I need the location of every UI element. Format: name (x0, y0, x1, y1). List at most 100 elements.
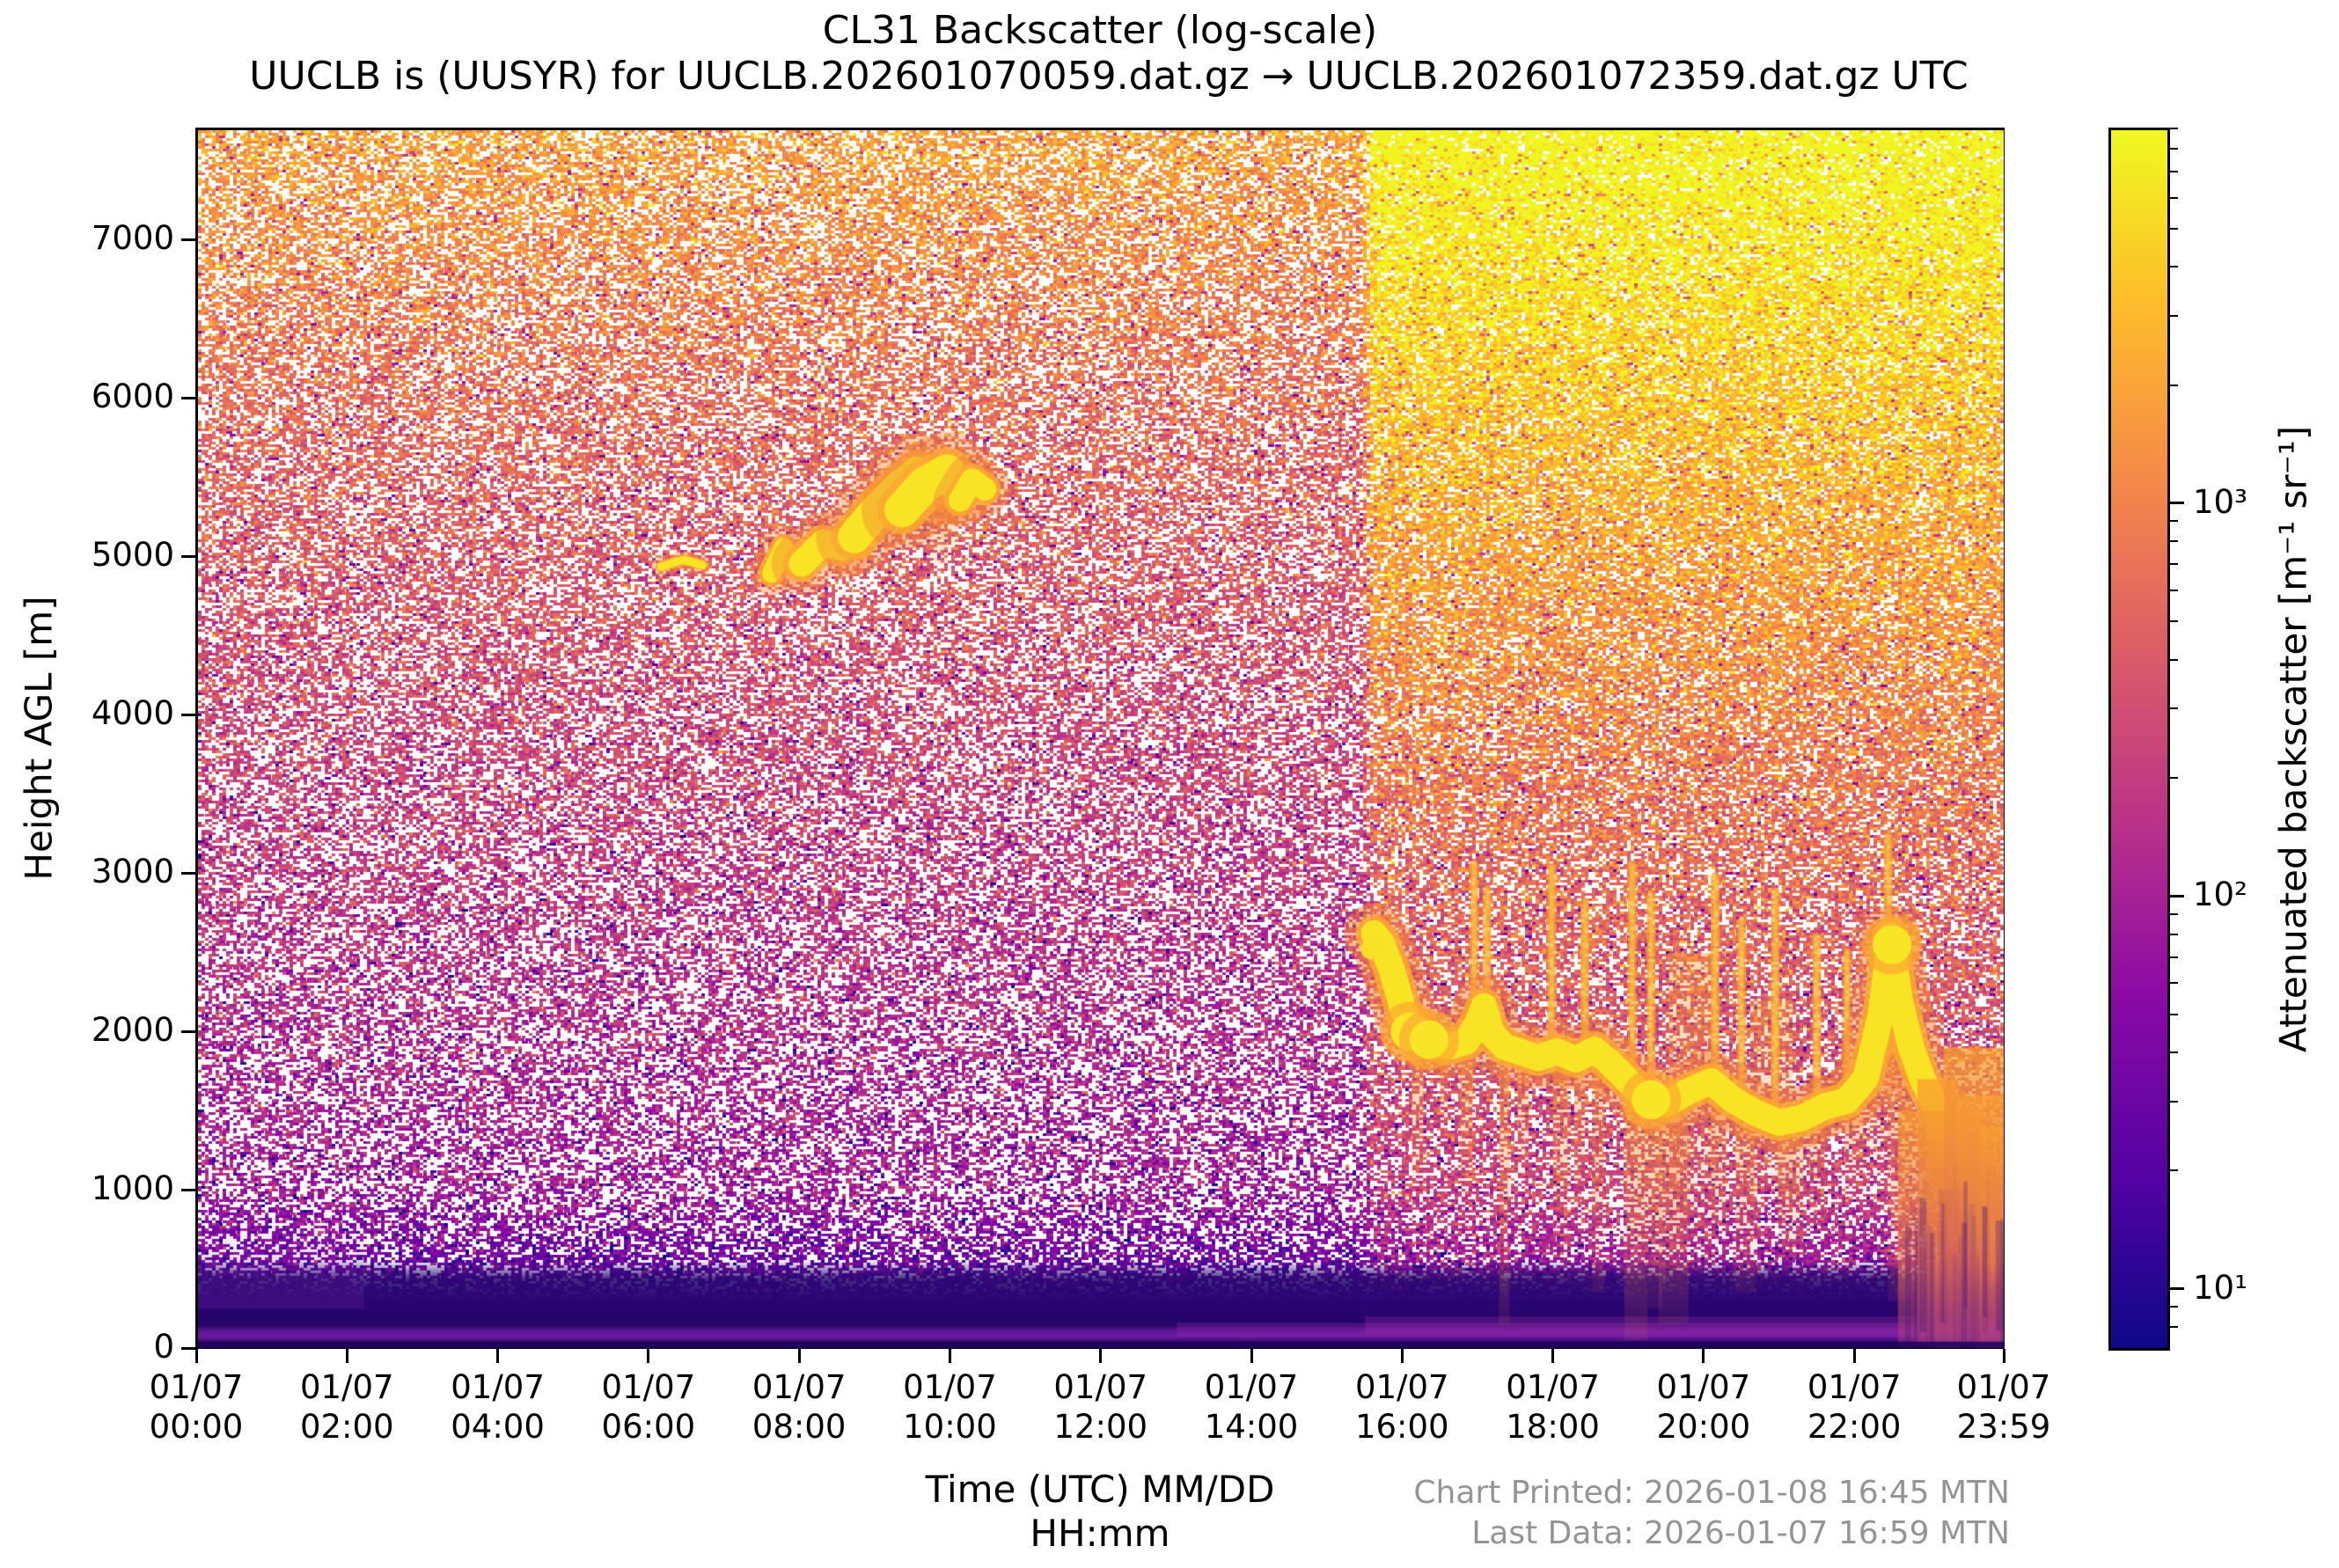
colorbar-minor-tick (2170, 1100, 2178, 1103)
y-tick-label: 7000 (91, 219, 174, 257)
x-tick-mark (1551, 1349, 1555, 1363)
x-tick-mark (1852, 1349, 1856, 1363)
chart-footer: Chart Printed: 2026-01-08 16:45 MTN Last… (1320, 1473, 2010, 1554)
x-tick-label: 01/07 02:00 (269, 1367, 424, 1447)
x-tick-mark (647, 1349, 650, 1363)
colorbar-tick-label: 10² (2193, 876, 2247, 914)
colorbar-minor-tick (2170, 314, 2178, 317)
colorbar-label: Attenuated backscatter [m⁻¹ sr⁻¹] (2271, 425, 2315, 1053)
x-tick-date: 01/07 (149, 1368, 244, 1406)
x-tick-mark (1099, 1349, 1103, 1363)
colorbar-minor-tick (2170, 1326, 2178, 1329)
colorbar-minor-tick (2170, 147, 2178, 150)
colorbar-major-tick (2170, 894, 2184, 898)
x-tick-time: 10:00 (903, 1408, 997, 1446)
y-tick-label: 1000 (91, 1169, 174, 1207)
printed-timestamp: Chart Printed: 2026-01-08 16:45 MTN (1413, 1475, 2010, 1511)
x-tick-label: 01/07 00:00 (119, 1367, 274, 1447)
y-tick-label: 5000 (91, 536, 174, 574)
x-tick-date: 01/07 (903, 1368, 997, 1406)
colorbar-minor-tick (2170, 912, 2178, 915)
colorbar-minor-tick (2170, 982, 2178, 985)
x-tick-time: 08:00 (752, 1408, 847, 1446)
colorbar-minor-tick (2170, 1169, 2178, 1172)
colorbar-minor-tick (2170, 563, 2178, 566)
colorbar (2108, 128, 2170, 1351)
x-tick-time: 20:00 (1656, 1408, 1751, 1446)
colorbar-minor-tick (2170, 227, 2178, 230)
x-tick-time: 12:00 (1053, 1408, 1148, 1446)
colorbar-minor-tick (2170, 196, 2178, 199)
chart-title: CL31 Backscatter (log-scale) (822, 8, 1378, 53)
colorbar-tick-label: 10¹ (2193, 1268, 2247, 1307)
colorbar-major-tick (2170, 502, 2184, 505)
x-tick-label: 01/07 12:00 (1023, 1367, 1178, 1447)
x-tick-time: 16:00 (1354, 1408, 1449, 1446)
x-tick-date: 01/07 (1053, 1368, 1148, 1406)
x-tick-label: 01/07 10:00 (872, 1367, 1027, 1447)
colorbar-minor-tick (2170, 620, 2178, 623)
colorbar-tick-label: 10³ (2193, 482, 2247, 521)
y-tick-mark (181, 1029, 195, 1033)
y-axis-label: Height AGL [m] (17, 596, 61, 881)
x-tick-date: 01/07 (1204, 1368, 1299, 1406)
x-tick-mark (797, 1349, 801, 1363)
x-tick-label: 01/07 16:00 (1324, 1367, 1479, 1447)
x-tick-mark (345, 1349, 348, 1363)
colorbar-minor-tick (2170, 170, 2178, 172)
y-tick-mark (181, 1188, 195, 1191)
x-tick-mark (2002, 1349, 2005, 1363)
x-tick-mark (1702, 1349, 1705, 1363)
x-tick-label: 01/07 14:00 (1174, 1367, 1329, 1447)
last-data-timestamp: Last Data: 2026-01-07 16:59 MTN (1471, 1515, 2010, 1551)
colorbar-minor-tick (2170, 384, 2178, 386)
x-tick-date: 01/07 (1354, 1368, 1449, 1406)
x-tick-label: 01/07 08:00 (722, 1367, 876, 1447)
x-tick-date: 01/07 (1807, 1368, 1902, 1406)
colorbar-minor-tick (2170, 128, 2178, 129)
y-tick-label: 6000 (91, 377, 174, 415)
x-axis-label-line1: Time (UTC) MM/DD (925, 1468, 1275, 1511)
colorbar-minor-tick (2170, 1306, 2178, 1308)
colorbar-minor-tick (2170, 707, 2178, 710)
x-axis-label-line2: HH:mm (1030, 1512, 1170, 1555)
x-tick-label: 01/07 06:00 (571, 1367, 726, 1447)
y-tick-label: 3000 (91, 853, 174, 890)
colorbar-minor-tick (2170, 520, 2178, 523)
colorbar-minor-tick (2170, 1013, 2178, 1015)
x-tick-date: 01/07 (451, 1368, 545, 1406)
x-tick-time: 02:00 (299, 1408, 394, 1446)
y-tick-label: 2000 (91, 1011, 174, 1049)
colorbar-minor-tick (2170, 590, 2178, 592)
x-tick-mark (1400, 1349, 1404, 1363)
colorbar-minor-tick (2170, 956, 2178, 958)
x-tick-date: 01/07 (752, 1368, 847, 1406)
x-tick-label: 01/07 22:00 (1777, 1367, 1932, 1447)
y-tick-mark (181, 1346, 195, 1350)
x-tick-label: 01/07 20:00 (1626, 1367, 1781, 1447)
x-tick-time: 23:59 (1956, 1408, 2051, 1446)
colorbar-minor-tick (2170, 777, 2178, 780)
x-tick-mark (948, 1349, 951, 1363)
x-tick-time: 04:00 (451, 1408, 545, 1446)
x-tick-mark (194, 1349, 198, 1363)
x-tick-time: 06:00 (601, 1408, 696, 1446)
y-tick-label: 0 (153, 1328, 174, 1366)
x-tick-label: 01/07 18:00 (1476, 1367, 1631, 1447)
colorbar-gradient (2111, 130, 2167, 1348)
y-tick-mark (181, 238, 195, 241)
y-tick-mark (181, 554, 195, 558)
chart-subtitle: UUCLB is (UUSYR) for UUCLB.202601070059.… (249, 54, 1969, 99)
x-tick-label: 01/07 04:00 (421, 1367, 576, 1447)
y-tick-mark (181, 713, 195, 716)
colorbar-minor-tick (2170, 266, 2178, 268)
colorbar-minor-tick (2170, 1051, 2178, 1054)
colorbar-major-tick (2170, 1287, 2184, 1291)
y-tick-mark (181, 871, 195, 875)
x-tick-date: 01/07 (1656, 1368, 1751, 1406)
x-tick-date: 01/07 (1956, 1368, 2051, 1406)
x-tick-date: 01/07 (299, 1368, 394, 1406)
x-tick-date: 01/07 (1506, 1368, 1600, 1406)
x-tick-time: 22:00 (1807, 1408, 1902, 1446)
x-tick-mark (1250, 1349, 1253, 1363)
